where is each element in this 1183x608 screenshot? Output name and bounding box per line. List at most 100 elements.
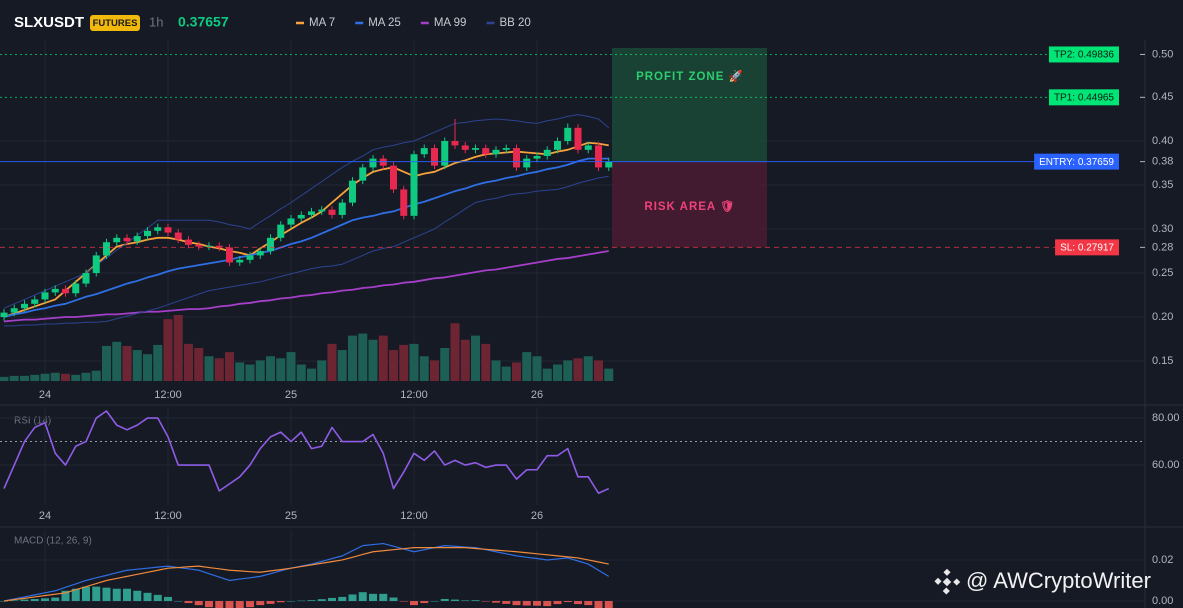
volume-bar <box>337 350 347 381</box>
y-tick-label: 0.30 <box>1152 223 1173 235</box>
legend-label: BB 20 <box>499 17 530 29</box>
histogram-bar <box>82 586 90 602</box>
x-tick-label: 24 <box>39 510 51 522</box>
last-price: 0.37657 <box>178 14 229 30</box>
y-tick-label: 0.20 <box>1152 311 1173 323</box>
zone-label: PROFIT ZONE 🚀 <box>636 69 744 83</box>
volume-bar <box>296 364 306 381</box>
candle-body <box>379 158 387 166</box>
volume-bar <box>573 358 583 381</box>
overlay-line <box>4 175 609 327</box>
histogram-bar <box>410 601 418 606</box>
badge-bg <box>90 15 140 31</box>
volume-bar <box>225 352 234 381</box>
volume-bar <box>143 354 152 381</box>
candle-body <box>472 148 479 150</box>
overlay-line <box>3 250 609 323</box>
histogram-bar <box>369 593 377 602</box>
volume-bar <box>481 343 491 381</box>
macd-line <box>3 542 610 602</box>
volume-bar <box>553 364 562 381</box>
candle-body <box>441 141 449 166</box>
volume-bar <box>266 356 275 381</box>
candle-body <box>328 209 336 215</box>
histogram-bar <box>594 601 603 608</box>
volume-bar <box>276 358 286 381</box>
volume-bar <box>163 319 173 381</box>
level-label: SL: 0.27917 <box>1060 242 1114 253</box>
candle-body <box>523 158 531 168</box>
histogram-bar <box>440 598 449 602</box>
volume-bar <box>122 345 132 381</box>
histogram-bar <box>604 601 613 608</box>
y-tick-label: 0.15 <box>1152 355 1173 367</box>
histogram-bar <box>184 601 193 604</box>
y-tick-label: 0.40 <box>1152 135 1173 147</box>
histogram-bar <box>399 601 408 602</box>
volume-bar <box>235 362 245 381</box>
volume-bar <box>512 362 521 381</box>
volume-bar <box>460 339 470 381</box>
histogram-bar <box>533 601 541 606</box>
zone <box>612 161 767 248</box>
candle-body <box>277 224 285 238</box>
candle-body <box>584 145 592 150</box>
candle-body <box>31 299 39 304</box>
candle-body <box>144 230 151 237</box>
candle-body <box>318 209 326 212</box>
level-axis-label: 0.45 <box>1152 91 1173 103</box>
histogram-bar <box>502 601 511 604</box>
candle-body <box>62 288 69 294</box>
level-label: ENTRY: 0.37659 <box>1039 157 1114 168</box>
volume-bar <box>30 374 40 381</box>
volume-bar <box>91 370 101 381</box>
volume-bar <box>173 315 183 381</box>
volume-bar <box>20 375 29 381</box>
volume-bar <box>430 360 439 381</box>
candle-body <box>195 244 203 247</box>
volume-bar <box>317 360 327 381</box>
volume-bar <box>184 343 193 381</box>
interval[interactable]: 1h <box>149 14 163 29</box>
histogram-bar <box>194 601 203 606</box>
level-label-bg <box>1055 239 1119 256</box>
histogram-bar <box>512 601 521 606</box>
candle-body <box>123 237 131 242</box>
candle-body <box>226 247 233 263</box>
histogram-bar <box>235 601 244 608</box>
candle-body <box>10 308 18 313</box>
rsi-line <box>3 410 610 495</box>
volume-bar <box>194 348 204 381</box>
candle-body <box>390 165 397 190</box>
candle-body <box>164 227 172 233</box>
volume-bar <box>419 356 429 381</box>
histogram-bar <box>266 601 275 604</box>
histogram-bar <box>143 592 152 602</box>
x-tick-label: 12:00 <box>154 510 182 522</box>
volume-bar <box>61 373 70 381</box>
histogram-bar <box>317 599 326 602</box>
histogram-bar <box>256 601 265 606</box>
volume-bar <box>440 348 450 381</box>
x-tick-label: 12:00 <box>154 389 182 401</box>
candle-body <box>451 141 459 146</box>
y-tick-label: 0.25 <box>1152 267 1173 279</box>
volume-bar <box>307 368 316 381</box>
histogram-bar <box>297 600 306 602</box>
histogram-bar <box>287 601 295 602</box>
symbol[interactable]: SLXUSDT <box>14 14 84 31</box>
volume-bar <box>327 343 337 381</box>
candle-body <box>82 273 90 284</box>
volume-bar <box>245 364 255 381</box>
volume-bar <box>358 333 368 381</box>
candle-body <box>308 211 315 215</box>
histogram-bar <box>307 600 316 602</box>
volume-bar <box>532 356 542 381</box>
candle-body <box>174 232 182 240</box>
histogram-bar <box>215 601 224 608</box>
volume-bar <box>471 335 480 381</box>
level-axis-label: 0.28 <box>1152 241 1173 253</box>
candle-body <box>246 255 254 260</box>
